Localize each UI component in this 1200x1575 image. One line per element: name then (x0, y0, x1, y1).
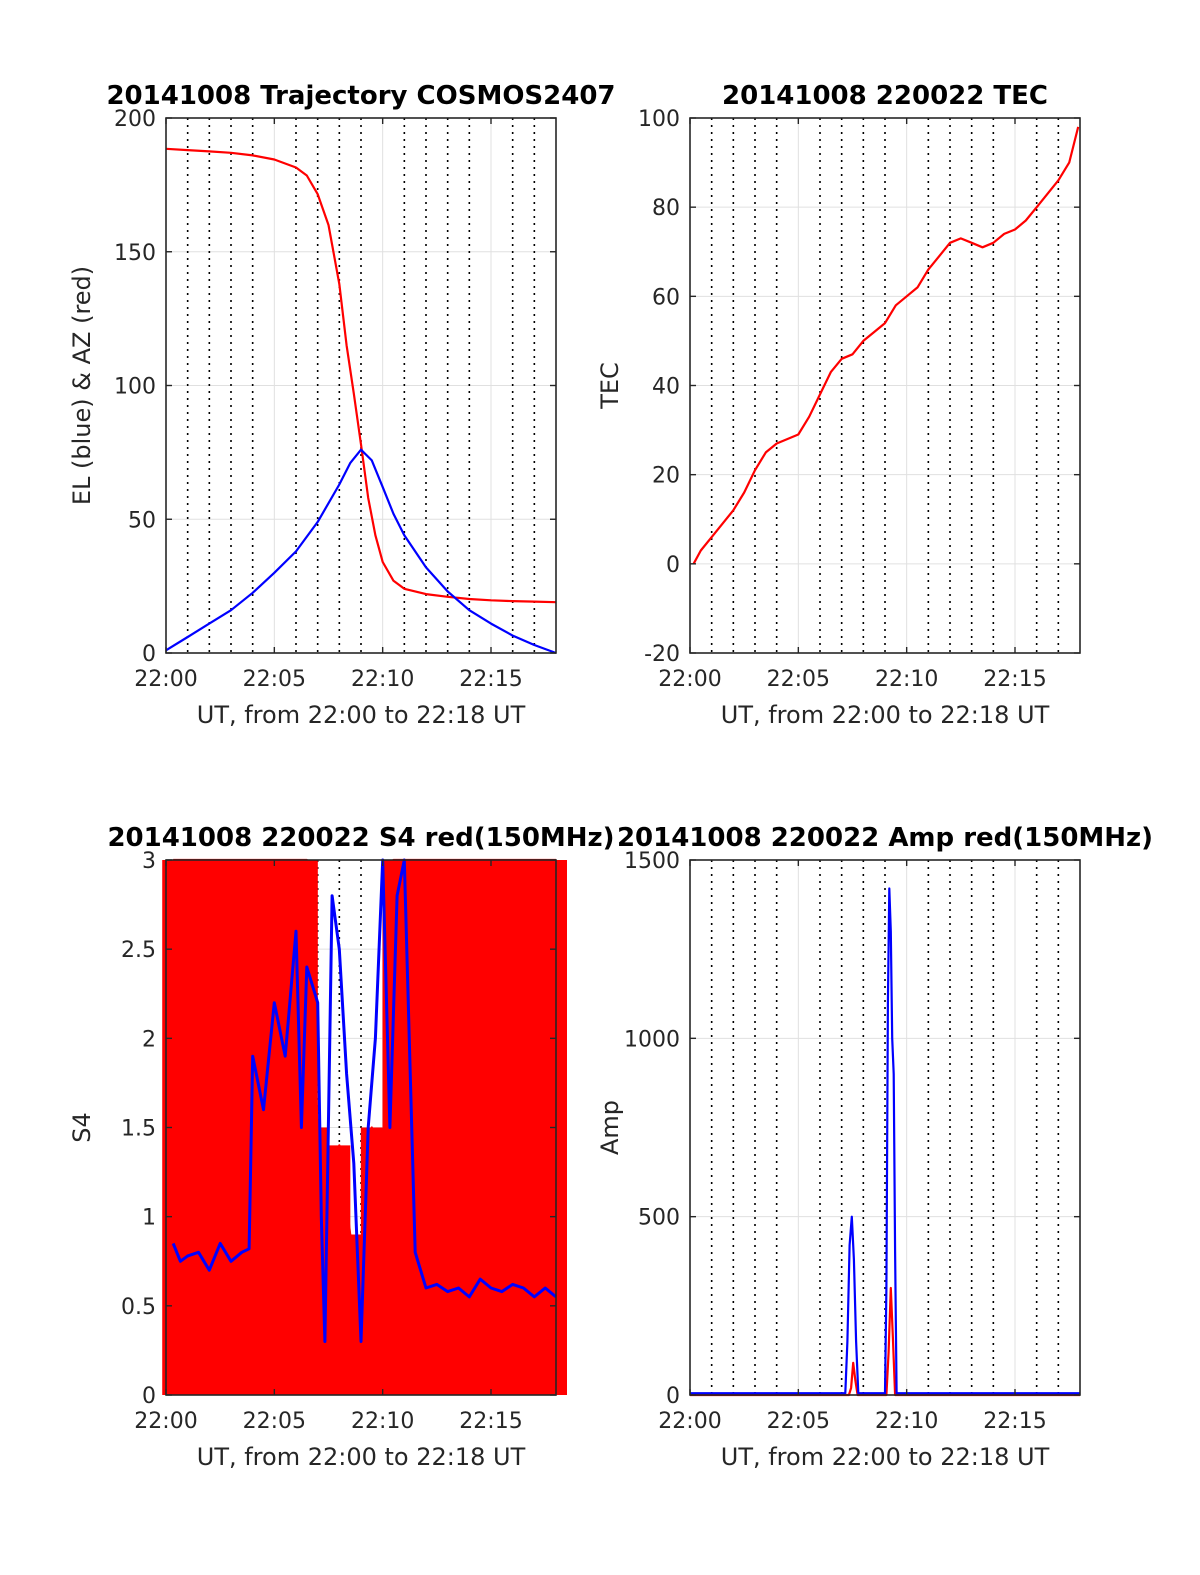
x-tick-label: 22:00 (658, 1409, 721, 1434)
y-tick-label: 80 (652, 196, 680, 221)
chart-amp: 22:00 22:05 22:10 22:15 0 500 1000 150020141008… (596, 823, 1153, 1471)
y-tick-label: 100 (114, 375, 156, 400)
y-tick-label: 2 (142, 1027, 156, 1052)
x-axis-label: UT, from 22:00 to 22:18 UT (197, 701, 526, 729)
y-tick-label: 500 (638, 1206, 680, 1231)
y-tick-label: 150 (114, 241, 156, 266)
x-tick-label: 22:15 (983, 667, 1046, 692)
y-tick-label: -20 (644, 642, 680, 667)
y-tick-label: 40 (652, 375, 680, 400)
chart-trajectory: 22:00 22:05 22:10 22:15 0 50 100 150 20020141008… (68, 81, 616, 729)
x-tick-label: 22:05 (243, 667, 306, 692)
x-tick-label: 22:10 (875, 667, 938, 692)
x-tick-label: 22:00 (134, 1409, 197, 1434)
chart-s4: 22:00 22:05 22:10 22:15 0 0.5 1 1.5 2 2.5 32014100… (68, 823, 615, 1471)
y-tick-label: 2.5 (121, 938, 156, 963)
y-tick-label: 20 (652, 464, 680, 489)
y-tick-label: 1.5 (121, 1117, 156, 1142)
series-line-blue (171, 858, 557, 1343)
series-line-az-red- (165, 147, 557, 604)
y-tick-label: 0.5 (121, 1295, 156, 1320)
chart-title: 20141008 220022 S4 red(150MHz) (107, 823, 614, 853)
x-tick-label: 22:05 (243, 1409, 306, 1434)
y-tick-label: 0 (666, 553, 680, 578)
x-tick-label: 22:00 (658, 667, 721, 692)
x-tick-label: 22:10 (351, 667, 414, 692)
y-tick-label: 200 (114, 107, 156, 132)
y-tick-label: 60 (652, 285, 680, 310)
y-axis-label: Amp (596, 1100, 624, 1155)
chart-title: 20141008 220022 TEC (722, 81, 1048, 111)
chart-title: 20141008 Trajectory COSMOS2407 (106, 81, 615, 111)
y-tick-label: 0 (142, 642, 156, 667)
y-tick-label: 100 (638, 107, 680, 132)
x-tick-label: 22:05 (767, 667, 830, 692)
series-line-blue (690, 887, 1080, 1395)
x-axis-label: UT, from 22:00 to 22:18 UT (197, 1443, 526, 1471)
y-tick-label: 1 (142, 1206, 156, 1231)
x-axis-label: UT, from 22:00 to 22:18 UT (721, 701, 1050, 729)
y-axis-label: S4 (68, 1112, 96, 1143)
series-line-el-blue- (165, 448, 557, 655)
y-tick-label: 1000 (624, 1027, 680, 1052)
y-tick-label: 0 (666, 1384, 680, 1409)
x-tick-label: 22:15 (983, 1409, 1046, 1434)
y-tick-label: 1500 (624, 849, 680, 874)
chart-tec: 22:00 22:05 22:10 22:15 -20 0 20 40 60 80 100 20141… (596, 81, 1081, 729)
x-tick-label: 22:05 (767, 1409, 830, 1434)
series-line-tec (692, 126, 1080, 565)
y-tick-label: 50 (128, 508, 156, 533)
y-axis-label: TEC (596, 362, 624, 410)
x-axis-label: UT, from 22:00 to 22:18 UT (721, 1443, 1050, 1471)
y-tick-label: 0 (142, 1384, 156, 1409)
x-tick-label: 22:10 (351, 1409, 414, 1434)
chart-title: 20141008 220022 Amp red(150MHz) (617, 823, 1153, 853)
x-tick-label: 22:15 (459, 667, 522, 692)
x-tick-label: 22:15 (459, 1409, 522, 1434)
x-tick-label: 22:10 (875, 1409, 938, 1434)
y-axis-label: EL (blue) & AZ (red) (68, 266, 96, 505)
axes-box (689, 859, 1081, 1396)
x-tick-label: 22:00 (134, 667, 197, 692)
y-tick-label: 3 (142, 849, 156, 874)
